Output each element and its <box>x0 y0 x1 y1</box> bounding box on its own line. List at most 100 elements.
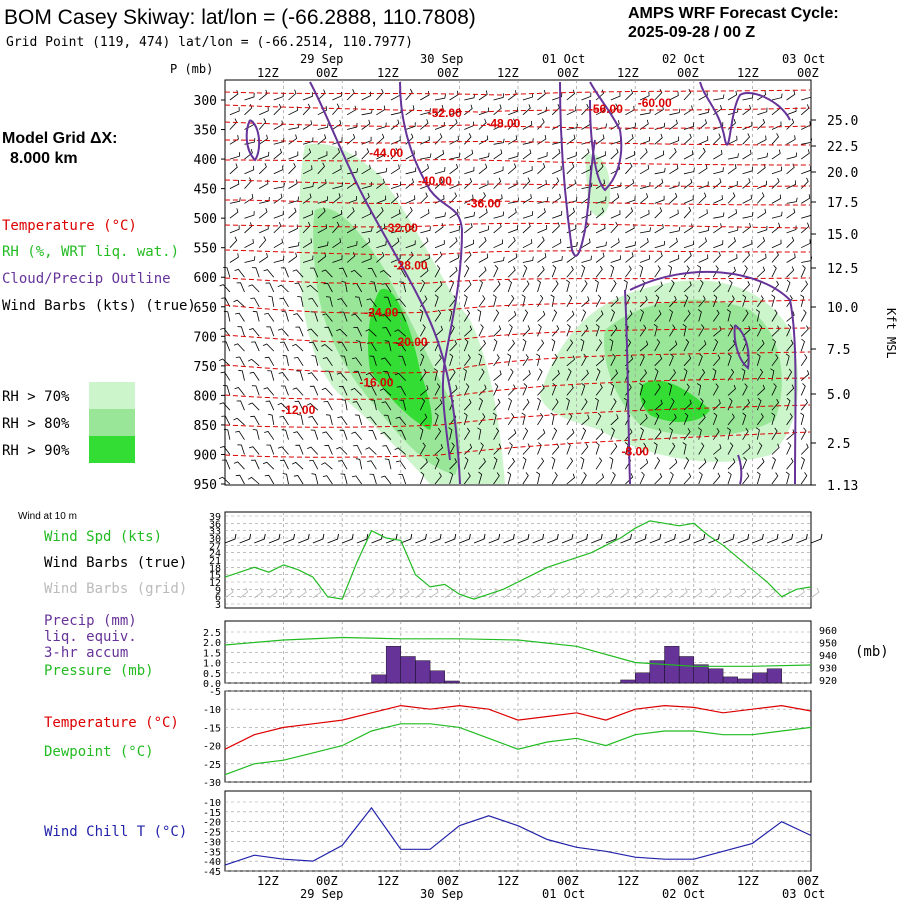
wind-barb <box>338 267 348 278</box>
temperature-isotherm <box>224 249 811 256</box>
wind-barb <box>698 209 708 219</box>
wind-barb <box>536 353 541 366</box>
wind-barb <box>625 150 636 160</box>
wind-barb <box>382 445 392 455</box>
wind-barb <box>309 459 319 470</box>
wind-barb <box>669 398 675 411</box>
wind-barb <box>757 118 766 130</box>
wind-barb <box>507 457 515 470</box>
wind-barb <box>727 442 734 455</box>
wind-barb <box>594 279 599 293</box>
wind-barb <box>756 413 764 426</box>
wind-barb <box>317 162 325 175</box>
wind-barb <box>755 427 760 440</box>
wind-barb <box>683 105 693 116</box>
wind-barb <box>229 106 240 116</box>
surface-wind-barb-grid <box>590 587 600 599</box>
wind-barb <box>405 240 416 249</box>
wind-barb <box>726 309 731 322</box>
wind-barb <box>492 412 497 426</box>
wind-barb <box>244 92 255 101</box>
wind-barb <box>434 251 443 263</box>
wind-barb <box>347 168 359 175</box>
wind-barb <box>434 265 441 278</box>
wind-barb <box>478 397 483 411</box>
wind-barb <box>595 383 603 396</box>
wind-barb <box>756 471 761 485</box>
wind-barb <box>683 122 695 130</box>
surface-wind-barb-true <box>224 533 237 544</box>
wind-barb <box>625 428 633 440</box>
wind-barb <box>756 324 763 337</box>
wind-barb <box>351 431 363 440</box>
wind-barb <box>683 167 695 175</box>
rh70-swatch <box>89 382 135 409</box>
cloud-outline-contour <box>589 81 623 192</box>
wind-barb <box>698 324 705 337</box>
wind-barb <box>771 472 779 485</box>
surface-wind-barb-grid <box>283 587 293 599</box>
wind-barb <box>537 208 546 219</box>
wind-barb <box>302 120 313 130</box>
wind-barb <box>566 242 578 249</box>
wind-barb <box>507 163 517 175</box>
wind-barb <box>229 152 241 160</box>
temperature-isotherm <box>224 159 811 166</box>
wind-barb <box>507 471 512 485</box>
wind-barb <box>237 444 245 455</box>
wind-barb <box>522 280 530 293</box>
wind-barb <box>449 153 461 160</box>
wind-barb <box>229 90 239 101</box>
wind-barb <box>264 312 275 322</box>
wind-barb <box>361 148 370 160</box>
wind-barb <box>397 430 407 440</box>
wind-barb <box>683 240 695 249</box>
wind-barb <box>713 94 725 101</box>
temperature-gridlines <box>225 690 811 783</box>
wind-barb <box>654 167 666 175</box>
surface-wind-barb-true <box>576 533 589 544</box>
cloud-outline-contour <box>309 81 461 485</box>
forecast-cycle-label: AMPS WRF Forecast Cycle: <box>628 5 839 22</box>
wind-barb <box>595 368 601 381</box>
axis-tick-label: -30 <box>203 778 221 789</box>
wind-barb <box>420 266 429 278</box>
wind-barb <box>302 221 311 234</box>
bottom-time-axis: 12Z 00Z 12Z 00Z 12Z 00Z 12Z 00Z 12Z 00Z … <box>257 874 825 901</box>
surface-wind-barb-grid <box>254 587 263 599</box>
wind-barb <box>235 430 245 440</box>
wind-barb <box>522 120 533 130</box>
wind-barb <box>317 224 328 234</box>
wind-barb <box>537 106 548 116</box>
wind-barb <box>268 413 275 425</box>
wind-barb <box>222 341 231 352</box>
wind-barb <box>277 446 289 455</box>
wind-barb <box>508 197 520 204</box>
wind-barb <box>551 338 556 352</box>
wind-barb <box>493 309 500 322</box>
wind-barb <box>369 473 377 485</box>
wind-barb <box>713 195 723 204</box>
wind-barb <box>507 294 515 308</box>
axis-tick-label: -30 <box>203 837 221 848</box>
wind-barb <box>222 267 231 278</box>
wind-barb <box>478 295 486 308</box>
wind-barb <box>390 181 402 189</box>
wind-barb <box>419 309 424 322</box>
wind-barb <box>288 252 298 263</box>
wind-barb <box>463 383 470 396</box>
wind-barb <box>522 456 527 470</box>
wind-barb <box>252 429 260 440</box>
wind-barb <box>669 427 673 440</box>
wind-barb <box>340 473 348 485</box>
wind-barb <box>801 211 812 219</box>
wind-barb <box>786 397 791 411</box>
wind-barb <box>258 252 268 263</box>
wind-barb <box>493 265 499 278</box>
wind-barb <box>771 383 777 396</box>
wind-barb <box>376 105 386 116</box>
wind-barb <box>698 237 707 249</box>
axis-tick-label: 2.0 <box>203 638 221 649</box>
wind-barb <box>786 236 795 248</box>
